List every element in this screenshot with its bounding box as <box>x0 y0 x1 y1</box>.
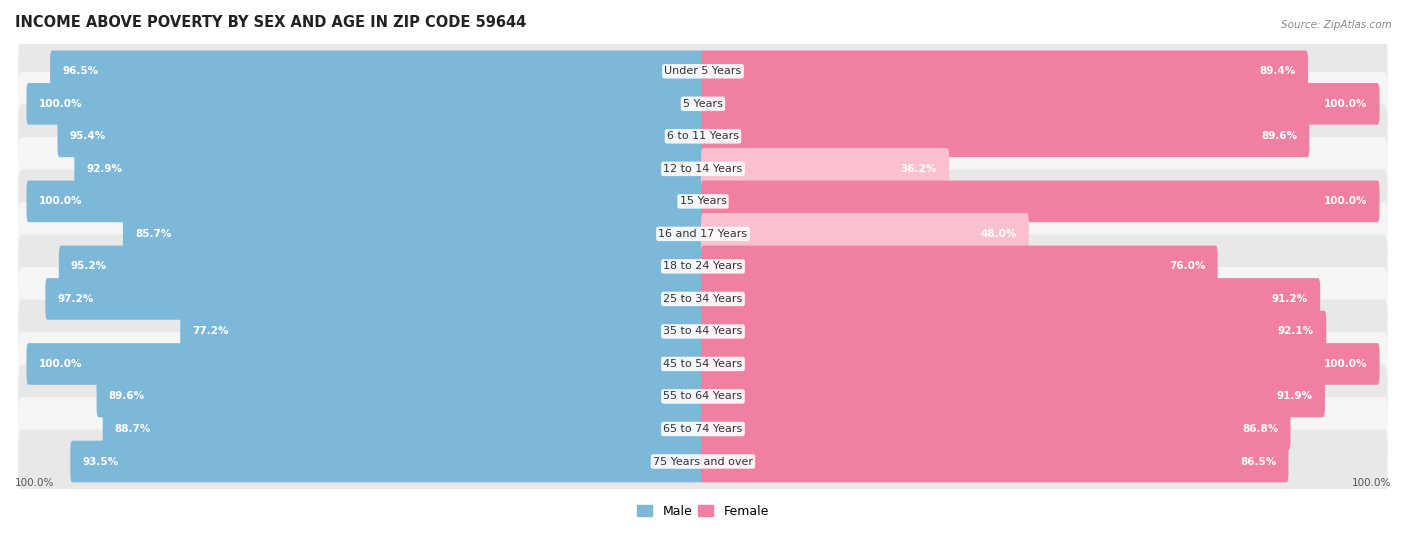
Text: 5 Years: 5 Years <box>683 99 723 109</box>
FancyBboxPatch shape <box>180 311 704 352</box>
Text: 92.9%: 92.9% <box>87 164 122 174</box>
Text: 25 to 34 Years: 25 to 34 Years <box>664 294 742 304</box>
Text: 91.9%: 91.9% <box>1277 391 1313 401</box>
Text: 100.0%: 100.0% <box>1324 99 1368 109</box>
FancyBboxPatch shape <box>702 245 1218 287</box>
FancyBboxPatch shape <box>702 311 1326 352</box>
Text: 48.0%: 48.0% <box>980 229 1017 239</box>
Text: 12 to 14 Years: 12 to 14 Years <box>664 164 742 174</box>
Text: 45 to 54 Years: 45 to 54 Years <box>664 359 742 369</box>
Text: Under 5 Years: Under 5 Years <box>665 67 741 77</box>
Text: 100.0%: 100.0% <box>38 359 82 369</box>
Text: 75 Years and over: 75 Years and over <box>652 457 754 467</box>
FancyBboxPatch shape <box>18 72 1388 136</box>
FancyBboxPatch shape <box>702 408 1291 450</box>
Text: 86.8%: 86.8% <box>1241 424 1278 434</box>
Text: 97.2%: 97.2% <box>58 294 94 304</box>
Text: 35 to 44 Years: 35 to 44 Years <box>664 326 742 337</box>
Text: 86.5%: 86.5% <box>1240 457 1277 467</box>
FancyBboxPatch shape <box>702 213 1029 255</box>
Text: 100.0%: 100.0% <box>38 99 82 109</box>
FancyBboxPatch shape <box>58 116 704 157</box>
FancyBboxPatch shape <box>702 83 1379 125</box>
FancyBboxPatch shape <box>18 169 1388 233</box>
Text: 88.7%: 88.7% <box>115 424 152 434</box>
Text: 95.2%: 95.2% <box>70 262 107 272</box>
FancyBboxPatch shape <box>18 235 1388 299</box>
FancyBboxPatch shape <box>27 343 704 385</box>
Text: 6 to 11 Years: 6 to 11 Years <box>666 131 740 141</box>
Text: 96.5%: 96.5% <box>62 67 98 77</box>
Legend: Male, Female: Male, Female <box>633 500 773 523</box>
FancyBboxPatch shape <box>18 40 1388 103</box>
Text: 15 Years: 15 Years <box>679 196 727 206</box>
Text: 55 to 64 Years: 55 to 64 Years <box>664 391 742 401</box>
Text: 36.2%: 36.2% <box>901 164 936 174</box>
FancyBboxPatch shape <box>18 267 1388 331</box>
Text: 65 to 74 Years: 65 to 74 Years <box>664 424 742 434</box>
Text: 76.0%: 76.0% <box>1170 262 1205 272</box>
FancyBboxPatch shape <box>702 116 1309 157</box>
FancyBboxPatch shape <box>702 181 1379 222</box>
FancyBboxPatch shape <box>702 148 949 190</box>
Text: 92.1%: 92.1% <box>1278 326 1315 337</box>
Text: 89.4%: 89.4% <box>1260 67 1296 77</box>
Text: 100.0%: 100.0% <box>1324 359 1368 369</box>
Text: 89.6%: 89.6% <box>1261 131 1298 141</box>
FancyBboxPatch shape <box>70 440 704 482</box>
FancyBboxPatch shape <box>103 408 704 450</box>
FancyBboxPatch shape <box>59 245 704 287</box>
FancyBboxPatch shape <box>51 50 704 92</box>
FancyBboxPatch shape <box>702 50 1308 92</box>
Text: 100.0%: 100.0% <box>15 478 55 488</box>
FancyBboxPatch shape <box>702 343 1379 385</box>
FancyBboxPatch shape <box>18 300 1388 363</box>
FancyBboxPatch shape <box>702 376 1324 417</box>
FancyBboxPatch shape <box>18 137 1388 201</box>
Text: 93.5%: 93.5% <box>83 457 118 467</box>
FancyBboxPatch shape <box>702 278 1320 320</box>
FancyBboxPatch shape <box>97 376 704 417</box>
Text: Source: ZipAtlas.com: Source: ZipAtlas.com <box>1281 20 1392 30</box>
Text: 18 to 24 Years: 18 to 24 Years <box>664 262 742 272</box>
Text: 85.7%: 85.7% <box>135 229 172 239</box>
Text: 100.0%: 100.0% <box>1324 196 1368 206</box>
FancyBboxPatch shape <box>122 213 704 255</box>
Text: 16 and 17 Years: 16 and 17 Years <box>658 229 748 239</box>
FancyBboxPatch shape <box>27 181 704 222</box>
FancyBboxPatch shape <box>45 278 704 320</box>
Text: 91.2%: 91.2% <box>1272 294 1308 304</box>
FancyBboxPatch shape <box>18 202 1388 266</box>
FancyBboxPatch shape <box>18 105 1388 168</box>
Text: 100.0%: 100.0% <box>1351 478 1391 488</box>
FancyBboxPatch shape <box>18 364 1388 428</box>
Text: 89.6%: 89.6% <box>108 391 145 401</box>
FancyBboxPatch shape <box>18 397 1388 461</box>
Text: 95.4%: 95.4% <box>70 131 105 141</box>
Text: 77.2%: 77.2% <box>193 326 229 337</box>
FancyBboxPatch shape <box>18 430 1388 494</box>
Text: 100.0%: 100.0% <box>38 196 82 206</box>
FancyBboxPatch shape <box>702 440 1288 482</box>
FancyBboxPatch shape <box>18 332 1388 396</box>
FancyBboxPatch shape <box>75 148 704 190</box>
FancyBboxPatch shape <box>27 83 704 125</box>
Text: INCOME ABOVE POVERTY BY SEX AND AGE IN ZIP CODE 59644: INCOME ABOVE POVERTY BY SEX AND AGE IN Z… <box>15 15 526 30</box>
